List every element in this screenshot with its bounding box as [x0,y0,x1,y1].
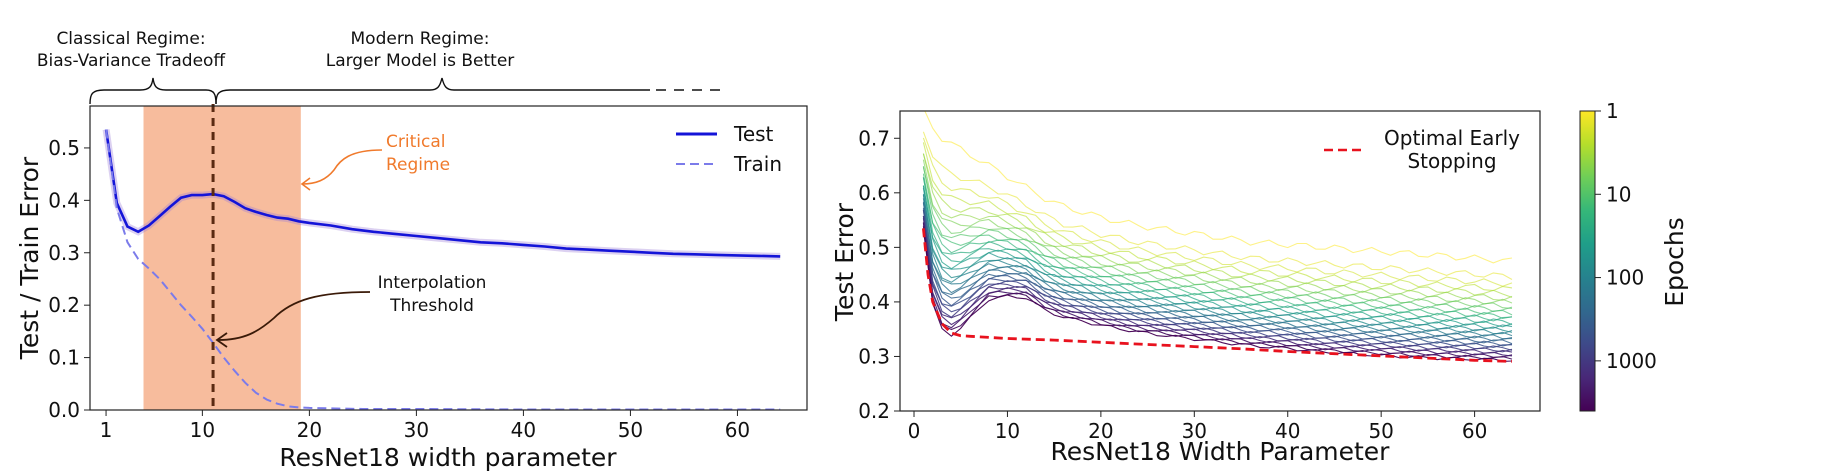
interpolation-threshold-line2: Threshold [389,296,474,316]
colorbar: 1 10 100 1000 Epochs [1579,99,1689,412]
colorbar-tick-label: 1000 [1606,349,1657,373]
y-tick-label-right: 0.6 [858,181,890,205]
x-tick-label-right: 0 [908,419,921,443]
interpolation-threshold-arrow [217,291,371,341]
y-axis-label-left: Test / Train Error [15,156,44,360]
x-tick-label-left: 20 [297,418,322,442]
modern-regime-line2: Larger Model is Better [326,51,515,71]
y-tick-label-left: 0.3 [48,241,80,265]
y-tick-label-right: 0.2 [858,399,890,423]
legend-label-optimal-early-stopping-line1: Optimal Early [1384,126,1520,150]
y-tick-label-left: 0.0 [48,398,80,422]
x-tick-label-left: 50 [618,418,643,442]
chart-left: 1 10 20 30 40 50 60 0.0 0.1 0.2 0.3 0.4 0.5 ResNet18… [15,29,808,472]
modern-brace [215,77,650,105]
x-tick-label-right: 60 [1462,419,1487,443]
y-tick-label-right: 0.7 [858,126,890,150]
epoch-curve [922,177,1513,322]
modern-regime-line1: Modern Regime: [351,29,490,49]
x-tick-label-right: 20 [1088,419,1113,443]
legend-left: Test Train [676,122,782,176]
colorbar-gradient [1579,110,1596,412]
y-tick-label-left: 0.4 [48,188,80,212]
colorbar-tick-label: 1 [1606,99,1619,123]
epoch-curve [922,159,1513,305]
x-tick-label-left: 10 [190,418,215,442]
epoch-curve [922,165,1513,313]
x-tick-label-right: 40 [1275,419,1300,443]
epoch-curve [922,223,1513,357]
colorbar-tick-label: 10 [1606,182,1631,206]
y-tick-label-left: 0.2 [48,293,80,317]
epoch-curve [922,167,1513,309]
epoch-curve [922,218,1513,354]
epoch-curve [922,198,1513,337]
x-tick-label-left: 30 [404,418,429,442]
classical-brace [89,77,217,105]
x-tick-label-right: 50 [1368,419,1393,443]
interpolation-threshold-line1: Interpolation [378,273,487,293]
epoch-curve [922,202,1513,340]
epoch-curve [922,222,1513,358]
x-axis-label-right: ResNet18 Width Parameter [1051,437,1391,466]
interpolation-threshold-arrowhead [215,332,228,348]
epoch-curve [922,193,1513,335]
colorbar-tick-label: 100 [1606,266,1644,290]
legend-label-train: Train [733,152,782,176]
y-axis-label-right: Test Error [830,202,859,322]
series-train-line [105,129,781,410]
legend-right: Optimal Early Stopping [1324,126,1520,173]
regime-braces [89,77,724,105]
critical-regime-line2: Regime [386,155,450,175]
colorbar-label: Epochs [1660,217,1689,307]
epoch-curve [924,111,1513,264]
chart-right: 0 10 20 30 40 50 60 0.2 0.3 0.4 0.5 0.6 0.7 ResNet18… [830,99,1689,466]
y-tick-label-right: 0.3 [858,344,890,368]
epoch-curve [922,153,1513,301]
plot-frame-left [89,105,808,411]
y-tick-label-left: 0.1 [48,346,80,370]
classical-regime-line2: Bias-Variance Tradeoff [37,51,227,71]
x-axis-label-left: ResNet18 width parameter [279,443,617,472]
y-tick-label-right: 0.4 [858,290,890,314]
y-tick-label-right: 0.5 [858,235,890,259]
legend-label-test: Test [733,122,774,146]
y-tick-label-left: 0.5 [48,136,80,160]
epoch-curve [922,201,1513,342]
series-optimal-early-stopping-line [922,228,1513,363]
critical-regime-arrowhead [300,177,311,191]
critical-regime-arrow [301,149,383,185]
critical-regime-shading [143,106,301,410]
x-tick-label-left: 40 [511,418,536,442]
epoch-curve [922,194,1513,333]
x-tick-label-left: 1 [100,418,113,442]
epoch-curve [922,177,1513,319]
x-tick-label-left: 60 [725,418,750,442]
classical-regime-line1: Classical Regime: [56,29,205,49]
critical-regime-line1: Critical [386,132,445,152]
legend-label-optimal-early-stopping-line2: Stopping [1407,149,1496,173]
epoch-curve [922,153,1513,298]
epoch-curve [922,131,1513,280]
epoch-curve [922,137,1513,287]
x-tick-label-right: 30 [1182,419,1207,443]
series-test-line [104,129,781,258]
plot-frame-right [899,110,1541,412]
x-tick-label-right: 10 [995,419,1020,443]
epoch-curve [922,142,1513,292]
